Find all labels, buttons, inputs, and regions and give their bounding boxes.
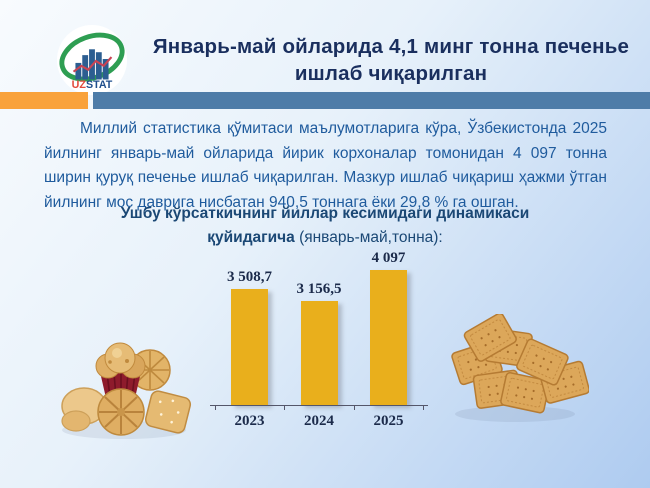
bar-value-label: 3 156,5 — [296, 281, 342, 297]
cookies-photo — [48, 320, 203, 442]
bar-value-label: 4 097 — [371, 250, 406, 266]
x-axis-tick — [284, 405, 285, 410]
x-axis-tick — [423, 405, 424, 410]
uzstat-logo: UZSTAT — [55, 23, 129, 97]
page-title: Январь-май ойларида 4,1 минг тонна печен… — [140, 33, 642, 87]
chart-subtitle-line1: Ушбу кўрсаткичнинг йиллар кесимидаги дин… — [120, 205, 530, 222]
page-title-line1: Январь-май ойларида 4,1 минг тонна печен… — [152, 35, 630, 58]
bar-chart: 3 508,7 3 156,5 4 097 2023 2024 2025 — [210, 250, 428, 445]
x-axis-tick — [354, 405, 355, 410]
chart-subtitle: Ушбу кўрсаткичнинг йиллар кесимидаги дин… — [40, 202, 610, 250]
biscuits-illustration-icon — [450, 311, 591, 422]
bar-2023 — [231, 289, 268, 405]
page-title-line2: ишлаб чиқарилган — [294, 62, 488, 85]
uzstat-logo-icon: UZSTAT — [56, 24, 128, 96]
chart-subtitle-line2: қуйидагича (январь-май,тонна): — [207, 229, 443, 246]
bar-group-2024: 3 156,5 — [285, 281, 354, 405]
bar-value-label: 3 508,7 — [227, 269, 272, 285]
x-axis-label-2024: 2024 — [304, 413, 334, 429]
biscuits-photo — [443, 311, 591, 424]
body-paragraph: Миллий статистика қўмитаси маълумотлариг… — [44, 120, 607, 211]
x-axis-label-2023: 2023 — [234, 413, 265, 429]
divider-blue-segment — [93, 92, 650, 109]
logo-trend-line-icon — [72, 56, 113, 73]
bar-2024 — [300, 301, 338, 405]
x-axis-tick — [215, 405, 216, 410]
bar-2025 — [370, 270, 407, 405]
bar-group-2025: 4 097 — [354, 250, 423, 405]
logo-wordmark: UZSTAT — [72, 79, 113, 91]
cookies-illustration-icon — [61, 342, 192, 439]
x-axis-label-2025: 2025 — [373, 413, 404, 429]
x-axis-line — [210, 405, 428, 406]
bar-group-2023: 3 508,7 — [215, 269, 284, 405]
divider-orange-segment — [0, 92, 88, 109]
